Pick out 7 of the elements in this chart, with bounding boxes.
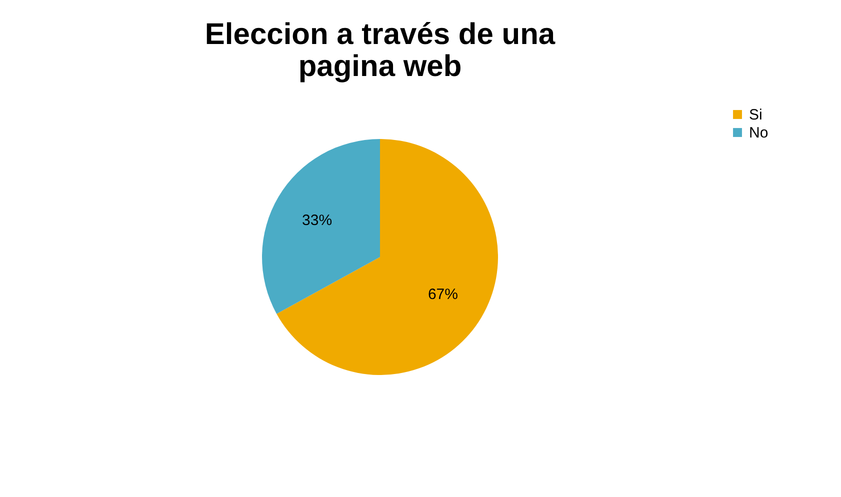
data-label: 67% xyxy=(428,286,458,304)
pie-slice xyxy=(262,139,380,314)
data-label: 33% xyxy=(302,212,332,229)
legend-label: Si xyxy=(749,106,762,124)
legend-label: No xyxy=(749,124,768,142)
chart-title: Eleccion a través de una pagina web xyxy=(204,18,556,83)
pie-slice xyxy=(276,139,498,375)
